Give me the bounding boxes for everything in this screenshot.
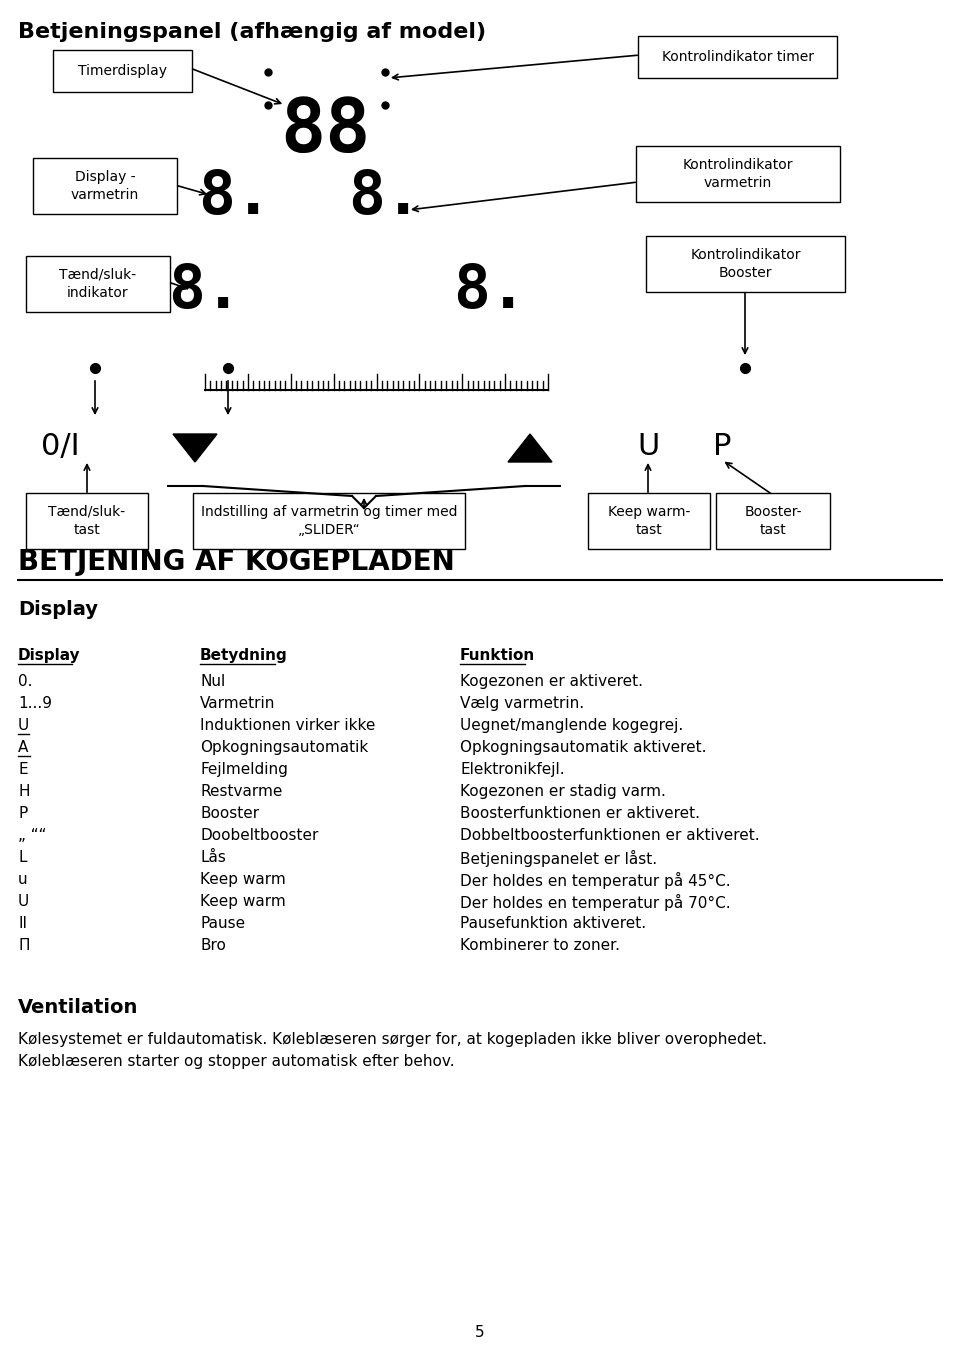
Text: E: E (18, 762, 28, 777)
Text: Kogezonen er stadig varm.: Kogezonen er stadig varm. (460, 784, 666, 799)
Text: U: U (636, 432, 660, 461)
Polygon shape (173, 434, 217, 461)
Text: Kontrolindikator
Booster: Kontrolindikator Booster (690, 248, 801, 281)
Text: P: P (713, 432, 732, 461)
Text: Kontrolindikator timer: Kontrolindikator timer (661, 50, 813, 63)
FancyBboxPatch shape (53, 50, 192, 92)
Text: Kogezonen er aktiveret.: Kogezonen er aktiveret. (460, 674, 643, 689)
FancyBboxPatch shape (716, 492, 830, 549)
Text: Betydning: Betydning (200, 648, 288, 662)
Text: 8.: 8. (168, 262, 242, 321)
Text: Kølesystemet er fuldautomatisk. Køleblæseren sørger for, at kogepladen ikke bliv: Kølesystemet er fuldautomatisk. Køleblæs… (18, 1032, 767, 1070)
FancyBboxPatch shape (33, 158, 177, 214)
Text: Betjeningspanel (afhængig af model): Betjeningspanel (afhængig af model) (18, 22, 486, 42)
Text: „ ““: „ ““ (18, 828, 46, 843)
Text: 8.: 8. (199, 169, 272, 227)
Text: 0/I: 0/I (40, 432, 80, 461)
Text: Tænd/sluk-
tast: Tænd/sluk- tast (48, 505, 126, 537)
Text: Elektronikfejl.: Elektronikfejl. (460, 762, 564, 777)
Text: Lås: Lås (200, 850, 226, 865)
Text: Keep warm: Keep warm (200, 894, 286, 909)
Text: Keep warm: Keep warm (200, 871, 286, 888)
FancyBboxPatch shape (26, 256, 170, 312)
FancyBboxPatch shape (646, 236, 845, 291)
Text: Bro: Bro (200, 938, 226, 952)
Text: Timerdisplay: Timerdisplay (78, 63, 167, 78)
Text: Vælg varmetrin.: Vælg varmetrin. (460, 696, 584, 711)
Polygon shape (508, 434, 552, 461)
Text: Keep warm-
tast: Keep warm- tast (608, 505, 690, 537)
FancyBboxPatch shape (26, 492, 148, 549)
Text: Restvarme: Restvarme (200, 784, 282, 799)
Text: Opkogningsautomatik: Opkogningsautomatik (200, 741, 369, 755)
Text: A: A (18, 741, 29, 755)
Text: Display: Display (18, 600, 98, 619)
Text: u: u (18, 871, 28, 888)
Text: Induktionen virker ikke: Induktionen virker ikke (200, 718, 375, 733)
Text: Booster: Booster (200, 805, 259, 822)
Text: Indstilling af varmetrin og timer med
„SLIDER“: Indstilling af varmetrin og timer med „S… (201, 505, 457, 537)
Text: Ventilation: Ventilation (18, 998, 138, 1017)
Text: U: U (18, 894, 29, 909)
Text: Varmetrin: Varmetrin (200, 696, 276, 711)
Text: BETJENING AF KOGEPLADEN: BETJENING AF KOGEPLADEN (18, 548, 455, 576)
Text: Uegnet/manglende kogegrej.: Uegnet/manglende kogegrej. (460, 718, 684, 733)
Text: U: U (18, 718, 29, 733)
Text: 8.: 8. (453, 262, 527, 321)
FancyBboxPatch shape (638, 36, 837, 78)
Text: Fejlmelding: Fejlmelding (200, 762, 288, 777)
Text: Kombinerer to zoner.: Kombinerer to zoner. (460, 938, 620, 952)
FancyBboxPatch shape (588, 492, 710, 549)
Text: 88: 88 (280, 94, 371, 169)
Text: Opkogningsautomatik aktiveret.: Opkogningsautomatik aktiveret. (460, 741, 707, 755)
Text: Betjeningspanelet er låst.: Betjeningspanelet er låst. (460, 850, 658, 867)
Text: 8.: 8. (348, 169, 421, 227)
Text: P: P (18, 805, 27, 822)
Text: Der holdes en temperatur på 70°C.: Der holdes en temperatur på 70°C. (460, 894, 731, 911)
Text: H: H (18, 784, 30, 799)
Text: Nul: Nul (200, 674, 226, 689)
Text: II: II (18, 916, 27, 931)
Text: Pausefunktion aktiveret.: Pausefunktion aktiveret. (460, 916, 646, 931)
Text: Display: Display (18, 648, 81, 662)
FancyBboxPatch shape (636, 146, 840, 202)
Text: Funktion: Funktion (460, 648, 536, 662)
Text: Der holdes en temperatur på 45°C.: Der holdes en temperatur på 45°C. (460, 871, 731, 889)
Text: Boosterfunktionen er aktiveret.: Boosterfunktionen er aktiveret. (460, 805, 700, 822)
Text: Display -
varmetrin: Display - varmetrin (71, 170, 139, 202)
FancyBboxPatch shape (193, 492, 465, 549)
Text: Doobeltbooster: Doobeltbooster (200, 828, 319, 843)
Text: Π: Π (18, 938, 30, 952)
Text: Kontrolindikator
varmetrin: Kontrolindikator varmetrin (683, 158, 793, 190)
Text: Tænd/sluk-
indikator: Tænd/sluk- indikator (60, 268, 136, 301)
Text: Dobbeltboosterfunktionen er aktiveret.: Dobbeltboosterfunktionen er aktiveret. (460, 828, 759, 843)
Text: Pause: Pause (200, 916, 245, 931)
Text: 0.: 0. (18, 674, 33, 689)
Text: 1...9: 1...9 (18, 696, 52, 711)
Text: Booster-
tast: Booster- tast (744, 505, 802, 537)
Text: L: L (18, 850, 27, 865)
Text: 5: 5 (475, 1325, 485, 1340)
